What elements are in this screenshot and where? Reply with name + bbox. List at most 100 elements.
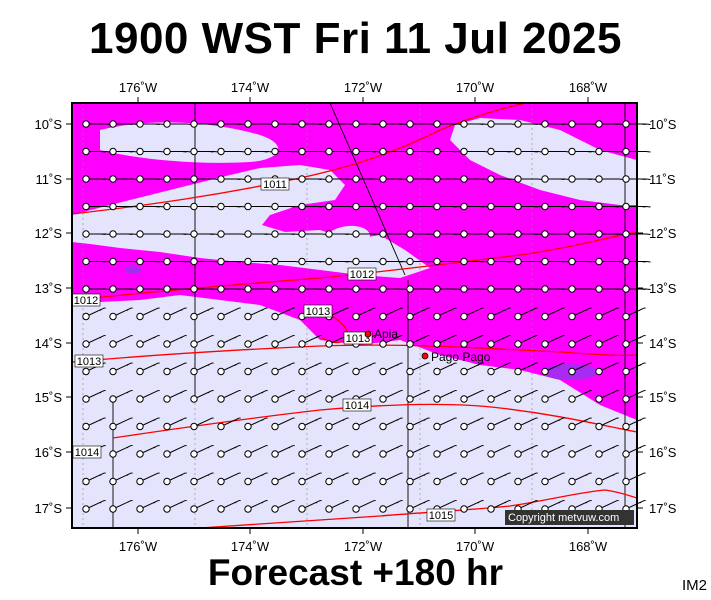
- wind-barb-icon: [109, 285, 138, 293]
- station-circle-icon: [244, 202, 252, 211]
- station-circle-icon: [298, 175, 306, 183]
- isobar-line: [199, 489, 637, 528]
- station-circle-icon: [379, 505, 387, 513]
- station-circle-icon: [379, 230, 387, 238]
- wind-barb-icon: [163, 335, 187, 348]
- wind-barb-icon: [433, 335, 457, 348]
- wind-barb-icon: [541, 285, 570, 293]
- wind-barb-icon: [325, 202, 354, 211]
- station-circle-icon: [352, 312, 360, 321]
- station-circle-icon: [217, 367, 225, 376]
- station-circle-icon: [271, 395, 279, 403]
- station-circle-icon: [325, 202, 333, 211]
- wind-barb-icon: [217, 362, 241, 376]
- copyright-text: Copyright metvuw.com: [508, 512, 619, 524]
- station-circle-icon: [163, 312, 171, 321]
- station-circle-icon: [433, 285, 441, 293]
- lon-tick-label-bottom: 172˚W: [344, 539, 383, 554]
- isobar-line: [72, 103, 529, 215]
- lat-tick-label-right: 11˚S: [649, 172, 676, 187]
- station-circle-icon: [352, 450, 360, 458]
- wind-barb-icon: [595, 230, 624, 238]
- station-circle-icon: [109, 422, 117, 431]
- wind-barb-icon: [622, 417, 646, 431]
- station-circle-icon: [514, 367, 522, 376]
- station-circle-icon: [82, 340, 90, 348]
- station-circle-icon: [595, 312, 603, 321]
- station-circle-icon: [460, 285, 468, 293]
- station-circle-icon: [433, 257, 441, 266]
- wind-barb-icon: [406, 335, 430, 348]
- station-circle-icon: [622, 367, 630, 376]
- station-circle-icon: [163, 120, 171, 128]
- isobar-label: 1014: [72, 445, 102, 459]
- wind-barb-icon: [163, 417, 187, 431]
- wind-barb-icon: [514, 445, 538, 458]
- wind-barb-icon: [190, 472, 214, 486]
- station-circle-icon: [487, 395, 495, 403]
- wind-barb-icon: [460, 472, 484, 486]
- station-circle-icon: [514, 395, 522, 403]
- wind-barb-icon: [352, 472, 376, 486]
- station-circle-icon: [82, 257, 90, 266]
- station-circle-icon: [163, 395, 171, 403]
- station-circle-icon: [514, 202, 522, 211]
- wind-barb-icon: [514, 307, 538, 321]
- wind-barb-icon: [136, 335, 160, 348]
- station-circle-icon: [163, 175, 171, 183]
- station-circle-icon: [622, 230, 630, 238]
- station-circle-icon: [379, 202, 387, 211]
- station-circle-icon: [622, 422, 630, 431]
- station-circle-icon: [190, 477, 198, 486]
- station-circle-icon: [541, 422, 549, 431]
- station-circle-icon: [82, 285, 90, 293]
- station-circle-icon: [406, 477, 414, 486]
- station-circle-icon: [298, 340, 306, 348]
- station-circle-icon: [325, 477, 333, 486]
- station-circle-icon: [271, 450, 279, 458]
- station-circle-icon: [271, 340, 279, 348]
- station-circle-icon: [109, 477, 117, 486]
- station-circle-icon: [109, 450, 117, 458]
- wind-barb-icon: [217, 257, 246, 266]
- station-circle-icon: [244, 175, 252, 183]
- wind-barb-icon: [541, 445, 565, 458]
- wind-barb-icon: [433, 445, 457, 458]
- station-circle-icon: [541, 340, 549, 348]
- station-circle-icon: [541, 312, 549, 321]
- station-circle-icon: [460, 175, 468, 183]
- station-circle-icon: [190, 120, 198, 128]
- wind-barb-icon: [568, 307, 592, 321]
- wind-barb-icon: [541, 257, 570, 266]
- wind-barb-icon: [433, 285, 462, 293]
- station-circle-icon: [433, 147, 441, 156]
- wind-barb-icon: [163, 147, 192, 156]
- wind-barb-icon: [190, 257, 219, 266]
- wind-barb-icon: [379, 472, 403, 486]
- station-circle-icon: [487, 505, 495, 513]
- station-circle-icon: [379, 312, 387, 321]
- wind-barb-icon: [136, 500, 160, 513]
- station-circle-icon: [433, 395, 441, 403]
- station-circle-icon: [541, 257, 549, 266]
- station-circle-icon: [514, 477, 522, 486]
- station-circle-icon: [433, 340, 441, 348]
- station-circle-icon: [514, 312, 522, 321]
- wind-barb-icon: [433, 175, 462, 183]
- isobar-label: 1012: [347, 267, 377, 281]
- chart-title: 1900 WST Fri 11 Jul 2025: [89, 14, 622, 63]
- wind-barb-icon: [298, 472, 322, 486]
- station-circle-icon: [487, 175, 495, 183]
- wind-barb-icon: [352, 257, 381, 266]
- station-circle-icon: [190, 257, 198, 266]
- station-circle-icon: [487, 477, 495, 486]
- station-circle-icon: [82, 477, 90, 486]
- wind-barb-icon: [460, 307, 484, 321]
- station-circle-icon: [352, 175, 360, 183]
- station-circle-icon: [217, 120, 225, 128]
- station-circle-icon: [136, 505, 144, 513]
- wind-barb-icon: [622, 445, 646, 458]
- wind-barb-icon: [595, 202, 624, 211]
- station-circle-icon: [136, 312, 144, 321]
- station-circle-icon: [136, 422, 144, 431]
